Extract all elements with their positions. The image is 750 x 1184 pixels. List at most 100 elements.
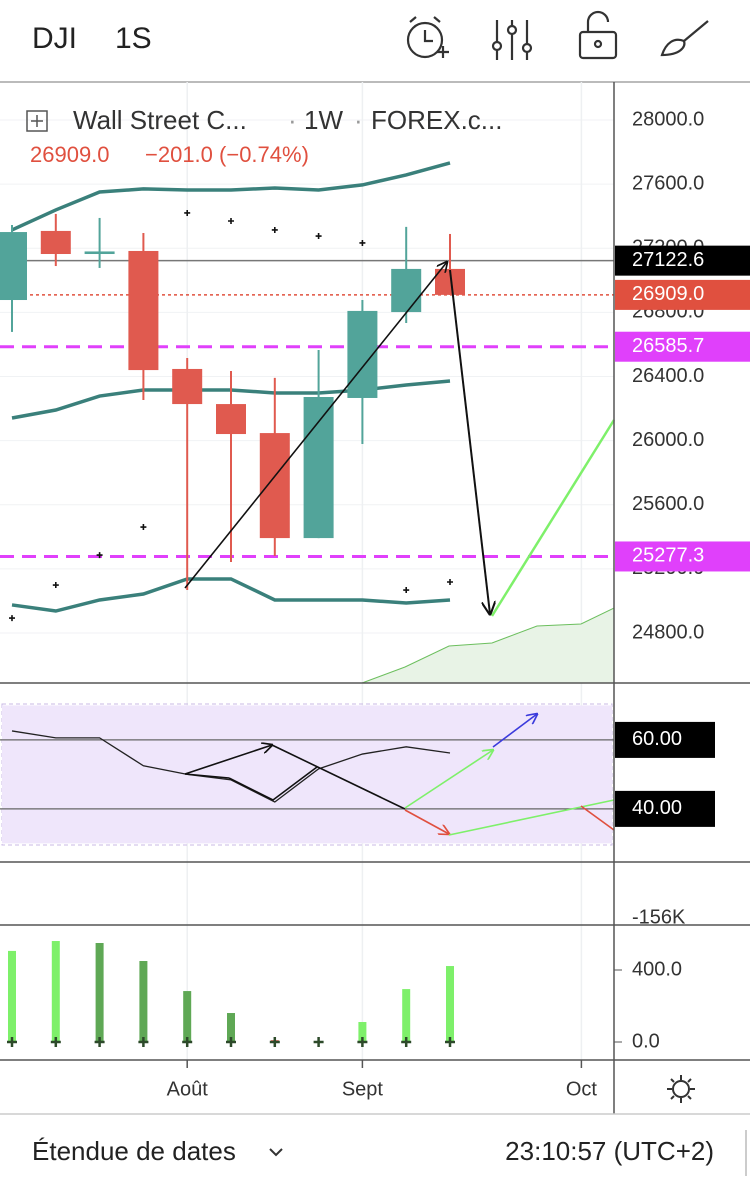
legend: Wall Street C... · 1W · FOREX.c... 26909… — [26, 105, 502, 167]
volume-marker — [50, 1037, 61, 1047]
volume-marker — [182, 1037, 193, 1047]
date-range[interactable]: Étendue de dates — [32, 1136, 236, 1166]
sar-dot — [184, 209, 191, 216]
rsi-line-extra — [184, 773, 230, 779]
trend-arrow — [449, 269, 490, 614]
lock-icon[interactable] — [578, 10, 618, 60]
price-badge — [615, 541, 750, 572]
interval[interactable]: 1S — [115, 22, 152, 55]
forecast-area — [361, 607, 615, 684]
volume-bar — [51, 941, 60, 1042]
rsi-line — [11, 730, 451, 803]
volume-marker — [269, 1037, 280, 1047]
y-tick-label: 60.00 — [632, 728, 682, 750]
settings-icon[interactable] — [667, 1075, 695, 1103]
legend-interval: 1W — [304, 105, 343, 135]
legend-dot: · — [354, 105, 363, 135]
legend-symbol: Wall Street C... — [73, 105, 247, 135]
legend-change: −201.0 (−0.74%) — [145, 142, 309, 167]
candle-body — [128, 250, 159, 371]
candle-body — [40, 230, 71, 255]
sar-dot — [359, 239, 366, 246]
volume-bar — [358, 1022, 367, 1042]
bollinger-band — [11, 161, 451, 232]
collapse-icon — [31, 115, 43, 127]
collapse-icon[interactable] — [26, 110, 48, 132]
y-tick-label: 26400.0 — [632, 365, 704, 387]
alarm-icon[interactable] — [406, 16, 449, 59]
volume-bar — [402, 989, 411, 1042]
sar-dot — [96, 552, 103, 559]
rsi-arrow — [404, 809, 449, 834]
price-badge-label: 27122.6 — [632, 249, 704, 271]
legend-source: FOREX.c... — [371, 105, 502, 135]
y-tick-label: 40.00 — [632, 797, 682, 819]
drawings — [184, 262, 616, 836]
volume-bar — [95, 943, 104, 1042]
clock: 23:10:57 (UTC+2) — [505, 1136, 714, 1166]
volume-marker — [226, 1037, 236, 1047]
candle-body — [391, 268, 422, 313]
candle-body — [216, 404, 246, 435]
candle-body — [259, 433, 290, 539]
price-badge — [615, 245, 750, 276]
legend-last: 26909.0 — [30, 142, 110, 167]
price-pane — [0, 161, 614, 1047]
draw-icon[interactable] — [660, 20, 709, 57]
price-badge — [615, 279, 750, 310]
separators — [0, 82, 750, 1115]
price-badge — [615, 331, 750, 362]
rsi-arrow — [184, 745, 272, 775]
rsi-line-extra — [228, 766, 318, 801]
chart-area: 28000.027600.027200.026800.026400.026000… — [0, 82, 750, 1100]
volume-bar — [227, 1013, 235, 1042]
sar-dot — [315, 233, 322, 240]
candle-body — [84, 251, 115, 255]
indicators-icon[interactable] — [491, 20, 533, 60]
volume-bar — [8, 950, 16, 1042]
candle-body — [0, 232, 27, 301]
sar-dot — [52, 582, 59, 589]
y-tick-label: -156K — [632, 906, 686, 928]
y-tick-label: 400.0 — [632, 958, 682, 980]
dropdown-icon[interactable] — [269, 1148, 283, 1157]
sar-dot — [140, 524, 147, 531]
y-tick-label: 0.0 — [632, 1030, 660, 1052]
volume-bar — [446, 966, 454, 1042]
y-tick-label: 25600.0 — [632, 493, 704, 515]
volume-marker — [445, 1037, 455, 1047]
grid — [0, 82, 614, 1060]
trend-arrow — [184, 262, 447, 589]
sar-dot — [9, 615, 15, 622]
volume-marker — [138, 1037, 149, 1047]
sar-dot — [228, 217, 234, 224]
trend-line — [490, 419, 616, 617]
toolbar: DJI 1S — [0, 10, 750, 83]
level-badge — [615, 790, 715, 827]
volume-marker — [401, 1037, 412, 1047]
price-badge-label: 25277.3 — [632, 545, 704, 567]
volume-marker — [94, 1037, 105, 1047]
x-tick-label: Août — [167, 1078, 209, 1100]
bollinger-band — [11, 577, 451, 613]
rsi-arrow — [404, 750, 493, 809]
x-tick-label: Sept — [342, 1078, 384, 1100]
sar-dot — [403, 587, 410, 594]
symbol[interactable]: DJI — [32, 22, 77, 55]
price-axis: 28000.027600.027200.026800.026400.026000… — [167, 108, 750, 1100]
volume-bar — [139, 961, 148, 1042]
price-badge-label: 26585.7 — [632, 335, 704, 357]
y-tick-label: 26000.0 — [632, 429, 704, 451]
volume-marker — [357, 1037, 368, 1047]
sar-dot — [271, 226, 278, 233]
rsi-line-extra — [580, 805, 615, 831]
volume-marker — [313, 1037, 324, 1047]
rsi-line-extra — [448, 799, 615, 836]
rsi-arrow — [492, 714, 537, 748]
volume-marker — [7, 1037, 17, 1047]
y-tick-label: 27600.0 — [632, 172, 704, 194]
x-tick-label: Oct — [566, 1078, 598, 1100]
level-badge — [615, 721, 715, 758]
rsi-line-extra — [271, 744, 406, 810]
